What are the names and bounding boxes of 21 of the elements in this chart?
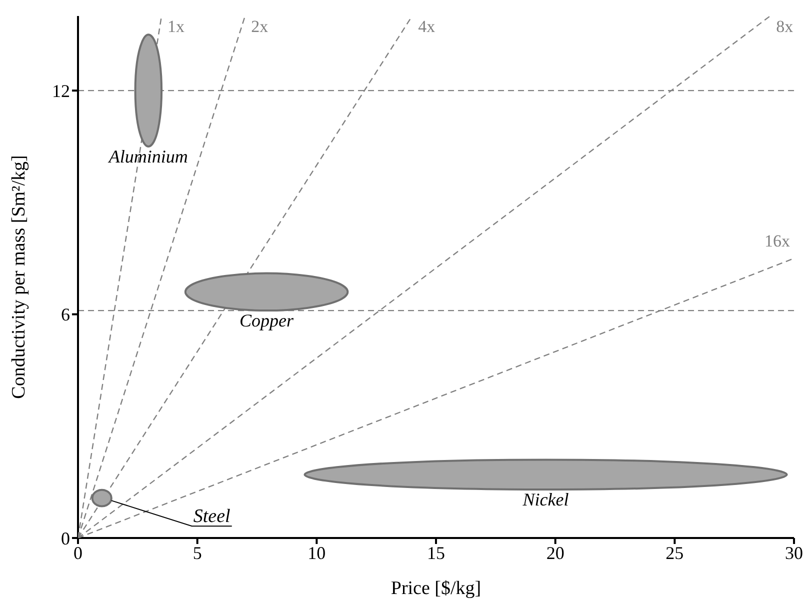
- series-label: 1x: [168, 17, 186, 36]
- series-label: 2x: [251, 17, 269, 36]
- x-tick-label: 5: [192, 542, 202, 563]
- y-tick-label: 12: [52, 80, 70, 101]
- y-tick-label: 0: [61, 528, 70, 548]
- x-tick-label: 20: [546, 542, 564, 563]
- x-tick-label: 10: [308, 542, 326, 563]
- x-tick-label: 30: [785, 542, 803, 563]
- x-tick-label: 0: [74, 542, 82, 563]
- series-label: 8x: [776, 17, 794, 36]
- y-axis-title: Conductivity per mass [Sm²/kg]: [8, 155, 30, 399]
- series-label: 16x: [764, 231, 790, 250]
- series-label: Copper: [240, 310, 295, 331]
- x-tick-label: 15: [427, 542, 445, 563]
- text: Steel: [193, 506, 230, 528]
- series-label: 4x: [418, 17, 436, 36]
- x-axis-title: Price [$/kg]: [390, 578, 482, 599]
- x-tick-label: 25: [666, 542, 684, 563]
- series-label: Aluminium: [108, 146, 188, 166]
- y-tick-label: 6: [61, 304, 70, 325]
- series-label: Nickel: [522, 490, 569, 510]
